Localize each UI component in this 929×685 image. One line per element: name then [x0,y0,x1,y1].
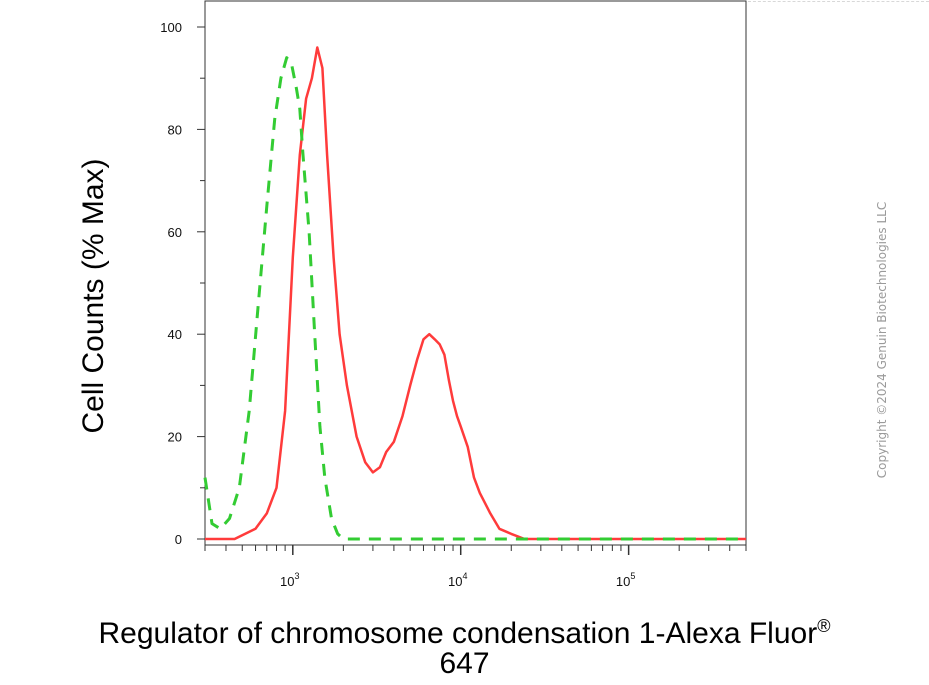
x-tick-label: 105 [616,571,635,589]
plot-frame [204,0,747,546]
y-axis: 0 20 40 60 80 100 [160,20,205,547]
x-tick-label: 103 [280,571,299,589]
y-tick-label: 0 [175,532,182,547]
x-axis-label-line2: 647 [0,646,929,682]
x-axis-label: Regulator of chromosome condensation 1-A… [0,608,929,652]
y-axis-label: Cell Counts (% Max) [77,158,110,433]
y-tick-label: 80 [168,122,182,137]
series-group [203,46,746,541]
series-line-solid [205,46,746,541]
x-axis: 103 104 105 [204,545,747,589]
x-axis-label-line1: Regulator of chromosome condensation 1-A… [98,617,818,650]
copyright-watermark: Copyright ©2024 Genuin Biotechnologies L… [875,202,889,478]
y-tick-label: 100 [160,20,182,35]
x-axis-label-line2-text: 647 [439,647,490,680]
registered-mark: ® [817,616,831,636]
series-line-dashed [203,56,746,541]
x-tick-label: 104 [448,571,467,589]
y-tick-label: 40 [168,327,182,342]
y-tick-label: 20 [168,430,182,445]
y-tick-label: 60 [168,225,182,240]
top-dashed-rule [748,1,929,2]
